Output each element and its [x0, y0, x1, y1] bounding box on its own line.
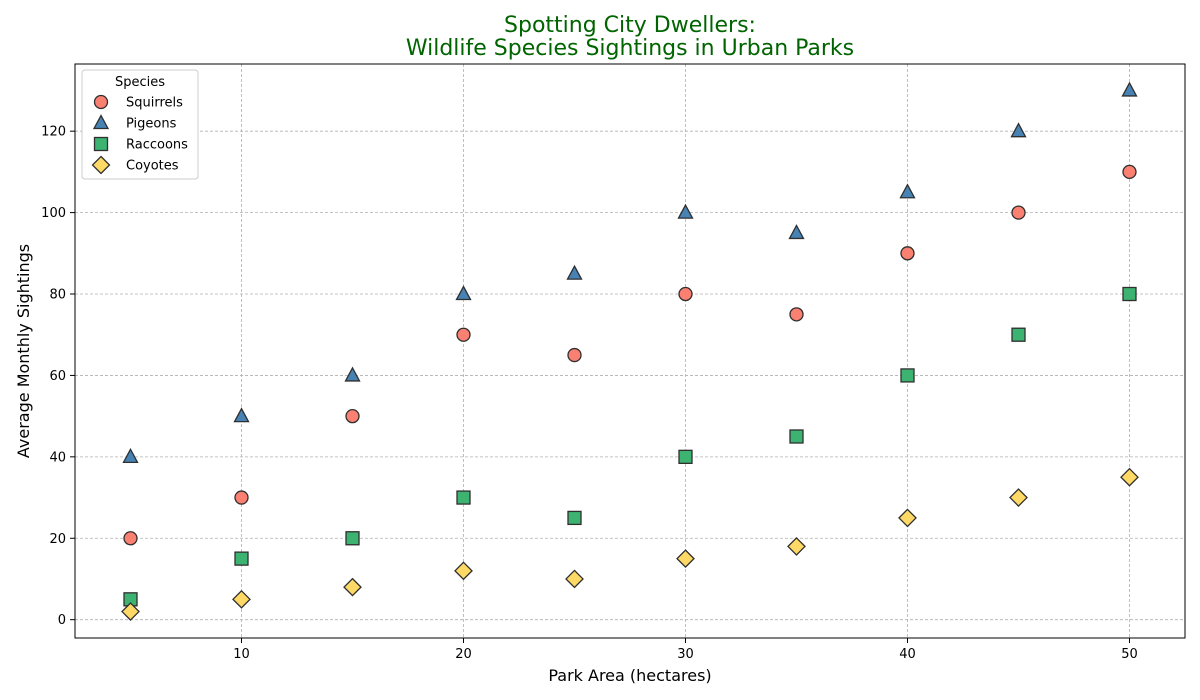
pigeons-point [122, 447, 139, 463]
pigeons-point [677, 203, 694, 219]
legend-items: Squirrels Pigeons Raccoons Coyotes [91, 94, 188, 175]
grid-layer [75, 64, 1185, 638]
raccoons-point [345, 531, 360, 546]
legend-label: Coyotes [126, 159, 179, 174]
legend-item-pigeons: Pigeons [92, 114, 177, 132]
coyotes-point [1120, 467, 1139, 487]
pigeons-point [788, 224, 805, 240]
x-axis-title: Park Area (hectares) [548, 666, 711, 685]
squirrels-point [789, 307, 804, 322]
squirrels-point [1011, 205, 1026, 220]
raccoons-point [234, 551, 249, 566]
pigeons-point [1010, 122, 1027, 138]
y-tick-label: 20 [49, 532, 66, 547]
x-tick-label: 30 [677, 647, 694, 662]
x-tick-label: 40 [899, 647, 916, 662]
coyotes-point [898, 508, 917, 528]
y-tick-label: 120 [41, 125, 66, 140]
y-tick-label: 40 [49, 450, 66, 465]
coyotes-point [565, 569, 584, 589]
series-squirrels [123, 164, 1137, 546]
y-axis-title: Average Monthly Sightings [14, 244, 33, 458]
coyotes-point [676, 549, 695, 569]
coyotes-point [343, 577, 362, 597]
raccoons-point [567, 510, 582, 526]
pigeons-point [1121, 81, 1138, 97]
y-tick-label: 80 [49, 288, 66, 303]
plot-area-frame [74, 63, 1186, 639]
legend-marker-squirrels [93, 94, 109, 110]
legend-item-raccoons: Raccoons [93, 136, 188, 153]
legend-label: Squirrels [126, 96, 183, 111]
pigeons-point [899, 183, 916, 199]
series-pigeons [122, 81, 1138, 463]
legend-title: Species [115, 75, 165, 90]
pigeons-point [233, 407, 250, 423]
coyotes-point [787, 536, 806, 556]
x-tick-label: 10 [233, 647, 250, 662]
squirrels-point [678, 286, 693, 302]
squirrels-point [123, 531, 138, 546]
coyotes-point [1009, 488, 1028, 507]
pigeons-point [455, 285, 472, 301]
legend-frame [81, 69, 199, 180]
pigeons-point [566, 264, 583, 280]
marker-layer [121, 81, 1139, 621]
legend-item-squirrels: Squirrels [93, 94, 183, 111]
tick-layer: 10 20 30 40 50 0 20 40 60 80 100 120 [41, 125, 1138, 662]
legend-marker-pigeons [92, 114, 110, 130]
x-tick-label: 20 [455, 647, 472, 662]
raccoons-point [1011, 327, 1026, 342]
legend-item-coyotes: Coyotes [91, 155, 179, 175]
raccoons-point [456, 490, 471, 505]
legend: Species Squirrels Pigeons Raccoons Coyotes [81, 69, 199, 180]
squirrels-point [1122, 164, 1137, 180]
series-raccoons [123, 286, 1137, 607]
pigeons-point [344, 366, 361, 382]
squirrels-point [234, 490, 249, 505]
raccoons-point [1122, 286, 1137, 302]
squirrels-point [567, 347, 582, 363]
chart-title-line-1: Spotting City Dwellers: [504, 13, 756, 38]
x-tick-label: 50 [1121, 647, 1138, 662]
legend-label: Pigeons [126, 117, 177, 132]
chart-title-line-2: Wildlife Species Sightings in Urban Park… [406, 36, 854, 61]
raccoons-point [678, 449, 693, 464]
squirrels-point [456, 327, 471, 342]
squirrels-point [345, 408, 360, 424]
legend-label: Raccoons [126, 138, 188, 153]
raccoons-point [900, 368, 915, 383]
legend-marker-coyotes [91, 155, 111, 175]
y-tick-label: 0 [58, 613, 66, 628]
raccoons-point [789, 429, 804, 444]
squirrels-point [900, 246, 915, 261]
y-tick-label: 60 [49, 369, 66, 384]
coyotes-point [232, 589, 251, 609]
series-coyotes [121, 467, 1139, 621]
y-tick-label: 100 [41, 206, 66, 221]
coyotes-point [454, 561, 473, 581]
coyotes-point [121, 602, 140, 621]
legend-marker-raccoons [93, 136, 109, 152]
